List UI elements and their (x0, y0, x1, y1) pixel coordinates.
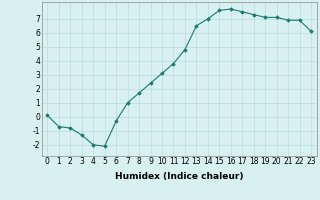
X-axis label: Humidex (Indice chaleur): Humidex (Indice chaleur) (115, 172, 244, 181)
